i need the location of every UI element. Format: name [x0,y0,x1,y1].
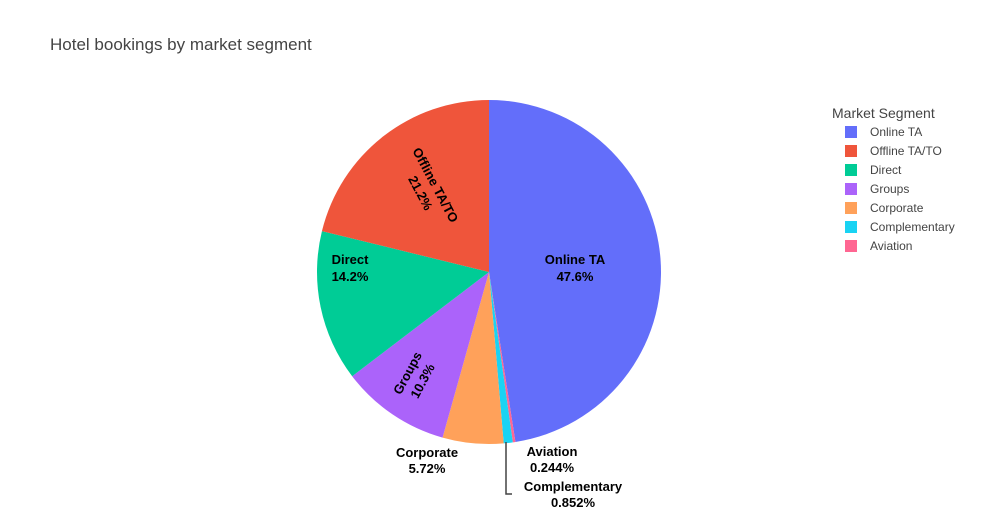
legend-swatch [845,202,857,214]
legend-swatch [845,221,857,233]
legend-label: Aviation [870,239,912,253]
slice-label-name: Aviation [527,444,578,459]
slice-label-name: Corporate [396,445,458,460]
slice-label-percent: 0.852% [551,495,596,510]
legend-item-groups[interactable]: Groups [845,182,909,196]
legend-label: Complementary [870,220,955,234]
slice-label-percent: 14.2% [332,269,369,284]
legend-item-complementary[interactable]: Complementary [845,220,955,234]
legend-item-corporate[interactable]: Corporate [845,201,924,215]
pie-slice-groups[interactable] [352,272,489,438]
slice-label-name: Complementary [524,479,623,494]
pie-slice-offline-ta-to[interactable] [321,100,489,272]
slice-label-complementary: Complementary 0.852% [524,479,623,510]
slice-label-corporate: Corporate 5.72% [396,445,458,476]
legend-label: Offline TA/TO [870,144,942,158]
legend-item-offline-ta-to[interactable]: Offline TA/TO [845,144,942,158]
legend-item-direct[interactable]: Direct [845,163,902,177]
slice-label-percent: 47.6% [557,269,594,284]
legend-item-online-ta[interactable]: Online TA [845,125,922,139]
pie-slices [317,100,662,444]
slice-label-percent: 0.244% [530,460,575,475]
chart-title: Hotel bookings by market segment [50,35,312,54]
legend-title: Market Segment [832,105,935,121]
legend-label: Groups [870,182,909,196]
slice-label-direct: Direct 14.2% [332,252,370,284]
leader-lines [505,442,512,495]
legend-swatch [845,145,857,157]
leader-line-complementary [505,442,512,495]
legend-swatch [845,126,857,138]
pie-slice-aviation[interactable] [489,272,516,443]
pie-slice-corporate[interactable] [442,272,504,444]
slice-label-online-ta: Online TA 47.6% [545,252,606,284]
legend-swatch [845,183,857,195]
slice-label-name: Direct [332,252,370,267]
pie-slice-online-ta[interactable] [489,100,662,442]
legend-label: Corporate [870,201,924,215]
pie-slice-direct[interactable] [317,231,489,377]
slice-label-percent: 5.72% [409,461,446,476]
legend-label: Direct [870,163,902,177]
legend-swatch [845,164,857,176]
slice-label-groups: Groups10.3% [390,349,440,405]
legend-item-aviation[interactable]: Aviation [845,239,912,253]
pie-slice-complementary[interactable] [489,272,513,444]
slice-label-name: Online TA [545,252,606,267]
legend: Market Segment Online TA Offline TA/TO Dir… [832,105,955,253]
legend-label: Online TA [870,125,922,139]
slice-label-aviation: Aviation 0.244% [527,444,578,475]
legend-swatch [845,240,857,252]
